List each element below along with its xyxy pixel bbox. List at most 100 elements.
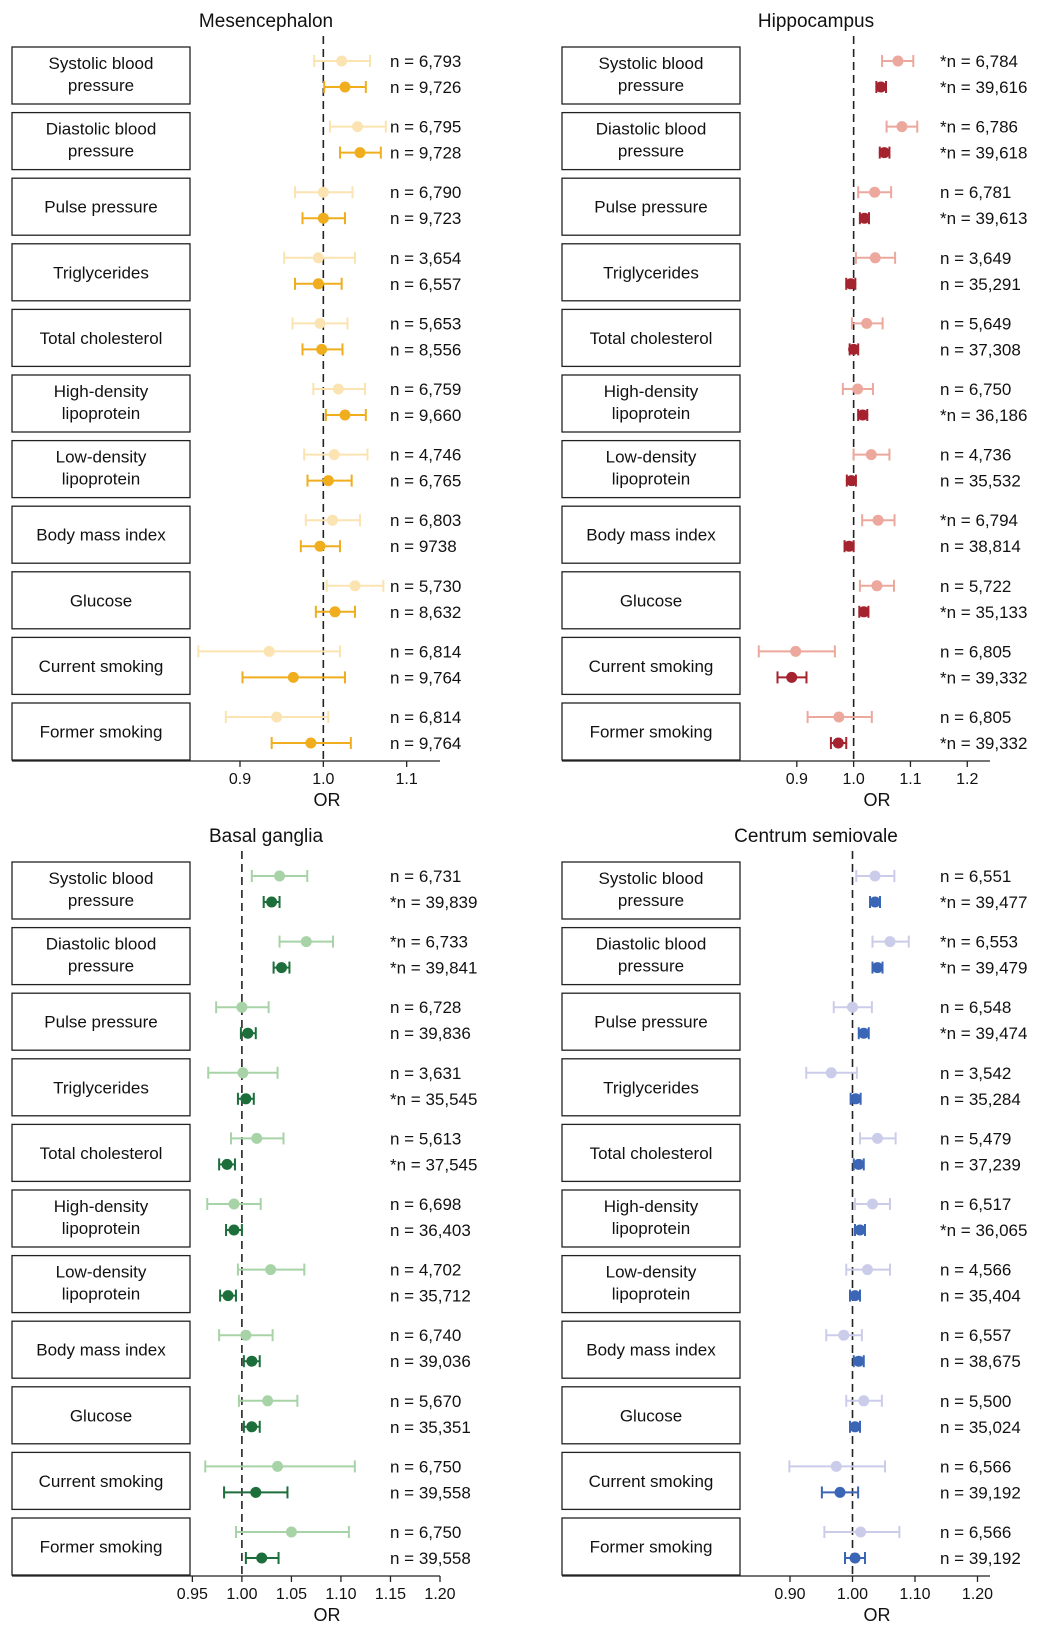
- row-label: Glucose: [620, 1406, 682, 1425]
- point-estimate: [843, 540, 855, 552]
- sample-size-label: n = 6,728: [390, 998, 461, 1017]
- row-label-box: [11, 111, 191, 171]
- sample-size-label: n = 6,557: [940, 1326, 1011, 1345]
- sample-size-label: *n = 36,186: [940, 406, 1027, 425]
- row-label-box: [11, 1451, 191, 1511]
- sample-size-label: *n = 39,474: [940, 1024, 1027, 1043]
- point-estimate: [221, 1158, 233, 1170]
- row-label: Former smoking: [590, 723, 713, 742]
- row-label-box: [11, 308, 191, 368]
- row-label-box: [561, 1254, 741, 1314]
- point-estimate: [246, 1355, 258, 1367]
- sample-size-label: *n = 39,841: [390, 959, 477, 978]
- sample-size-label: n = 9,764: [390, 668, 461, 687]
- sample-size-label: n = 3,649: [940, 249, 1011, 268]
- x-axis-label: OR: [314, 1605, 341, 1625]
- point-estimate: [317, 212, 329, 224]
- row-label: Current smoking: [589, 657, 714, 676]
- sample-size-label: n = 6,765: [390, 472, 461, 491]
- row-label: pressure: [618, 891, 684, 910]
- point-estimate: [314, 317, 326, 329]
- point-estimate: [228, 1224, 240, 1236]
- point-estimate: [263, 645, 275, 657]
- row-label-box: [561, 439, 741, 499]
- x-tick-label: 1.1: [396, 771, 418, 788]
- sample-size-label: n = 35,404: [940, 1287, 1021, 1306]
- row-label: Low-density: [606, 1263, 697, 1282]
- sample-size-label: n = 6,750: [390, 1523, 461, 1542]
- sample-size-label: n = 35,532: [940, 472, 1021, 491]
- sample-size-label: *n = 39,477: [940, 893, 1027, 912]
- sample-size-label: n = 39,558: [390, 1483, 471, 1502]
- row-label: Low-density: [56, 1263, 147, 1282]
- row-label-box: [561, 636, 741, 696]
- row-label: Glucose: [70, 1406, 132, 1425]
- x-axis-label: OR: [864, 1605, 891, 1625]
- x-tick-label: 1.15: [375, 1586, 406, 1603]
- x-tick-label: 0.9: [786, 771, 808, 788]
- sample-size-label: n = 39,192: [940, 1483, 1021, 1502]
- row-label: High-density: [54, 382, 149, 401]
- sample-size-label: n = 37,239: [940, 1155, 1021, 1174]
- point-estimate: [849, 1290, 861, 1302]
- row-label: Systolic blood: [599, 869, 704, 888]
- point-estimate: [317, 186, 329, 198]
- point-estimate: [847, 1001, 858, 1013]
- sample-size-label: *n = 6,733: [390, 933, 468, 952]
- sample-size-label: n = 5,613: [390, 1129, 461, 1148]
- row-label: Glucose: [620, 591, 682, 610]
- sample-size-label: *n = 39,839: [390, 893, 477, 912]
- sample-size-label: n = 36,403: [390, 1221, 471, 1240]
- sample-size-label: *n = 39,616: [940, 78, 1027, 97]
- point-estimate: [251, 1132, 263, 1144]
- row-label: lipoprotein: [612, 1219, 690, 1238]
- row-label-box: [11, 1320, 191, 1379]
- point-estimate: [869, 870, 881, 882]
- sample-size-label: *n = 39,332: [940, 734, 1027, 753]
- row-label: Triglycerides: [53, 1078, 149, 1097]
- sample-size-label: n = 38,814: [940, 537, 1021, 556]
- row-label: Pulse pressure: [44, 1013, 157, 1032]
- point-estimate: [240, 1329, 252, 1341]
- row-label-box: [561, 1123, 741, 1183]
- point-estimate: [896, 121, 908, 133]
- point-estimate: [272, 1460, 284, 1472]
- row-label-box: [11, 926, 191, 986]
- row-label-box: [11, 992, 191, 1051]
- row-label-box: [11, 1517, 191, 1576]
- sample-size-label: n = 6,731: [390, 867, 461, 886]
- row-label: Current smoking: [39, 657, 164, 676]
- sample-size-label: n = 6,814: [390, 642, 461, 661]
- row-label: Pulse pressure: [594, 1013, 707, 1032]
- row-label-box: [561, 1189, 741, 1248]
- point-estimate: [869, 896, 881, 908]
- row-label: lipoprotein: [62, 470, 140, 489]
- point-estimate: [849, 1421, 861, 1433]
- row-label-box: [11, 243, 191, 302]
- point-estimate: [848, 343, 860, 355]
- sample-size-label: n = 35,291: [940, 275, 1021, 294]
- panel-title: Mesencephalon: [199, 11, 333, 32]
- sample-size-label: n = 8,556: [390, 340, 461, 359]
- point-estimate: [265, 1264, 277, 1276]
- row-label: Total cholesterol: [40, 1144, 163, 1163]
- point-estimate: [339, 409, 351, 421]
- sample-size-label: *n = 6,794: [940, 511, 1018, 530]
- row-label: Former smoking: [590, 1538, 713, 1557]
- point-estimate: [845, 278, 857, 290]
- row-label: lipoprotein: [62, 404, 140, 423]
- row-label-box: [561, 111, 741, 171]
- point-estimate: [329, 606, 341, 618]
- x-tick-label: 1.00: [226, 1586, 257, 1603]
- point-estimate: [305, 737, 317, 749]
- point-estimate: [354, 147, 366, 159]
- point-estimate: [832, 737, 844, 749]
- row-label-box: [561, 46, 741, 105]
- point-estimate: [287, 671, 299, 683]
- row-label: Low-density: [606, 448, 697, 467]
- row-label-box: [561, 1451, 741, 1511]
- row-label: pressure: [68, 142, 134, 161]
- point-estimate: [314, 540, 326, 552]
- point-estimate: [316, 343, 328, 355]
